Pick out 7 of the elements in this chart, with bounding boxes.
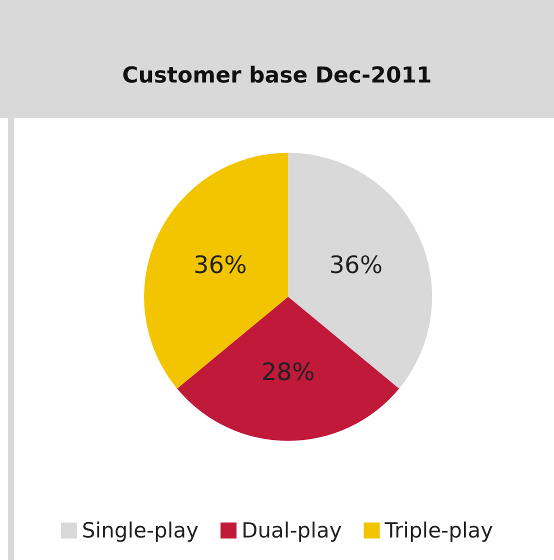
legend-label: Triple-play — [384, 518, 494, 542]
data-label: 36% — [329, 250, 383, 279]
chart-title: Customer base Dec-2011 — [122, 64, 432, 88]
legend-label: Single-play — [82, 518, 199, 542]
data-label: 36% — [194, 250, 247, 279]
data-label: 28% — [261, 358, 315, 386]
legend-label: Dual-play — [242, 518, 342, 542]
